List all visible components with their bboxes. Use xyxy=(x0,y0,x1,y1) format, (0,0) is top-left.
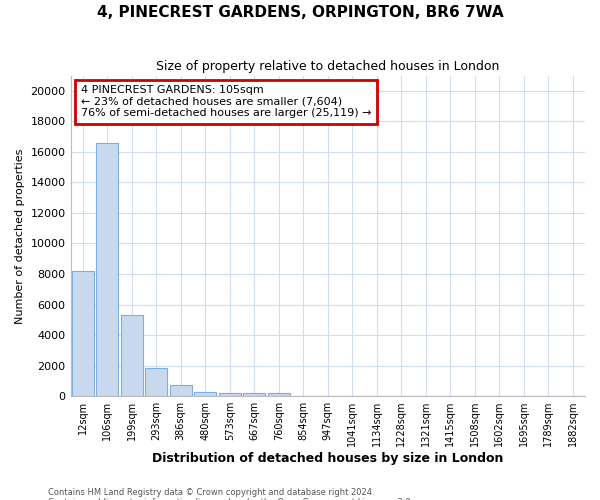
Bar xyxy=(96,142,118,396)
Bar xyxy=(268,393,290,396)
Bar xyxy=(194,392,217,396)
X-axis label: Distribution of detached houses by size in London: Distribution of detached houses by size … xyxy=(152,452,503,465)
Bar xyxy=(121,315,143,396)
Text: Contains HM Land Registry data © Crown copyright and database right 2024.: Contains HM Land Registry data © Crown c… xyxy=(48,488,374,497)
Bar xyxy=(170,384,192,396)
Y-axis label: Number of detached properties: Number of detached properties xyxy=(15,148,25,324)
Text: Contains public sector information licensed under the Open Government Licence v3: Contains public sector information licen… xyxy=(48,498,413,500)
Text: 4, PINECREST GARDENS, ORPINGTON, BR6 7WA: 4, PINECREST GARDENS, ORPINGTON, BR6 7WA xyxy=(97,5,503,20)
Bar xyxy=(72,271,94,396)
Text: 4 PINECREST GARDENS: 105sqm
← 23% of detached houses are smaller (7,604)
76% of : 4 PINECREST GARDENS: 105sqm ← 23% of det… xyxy=(81,85,371,118)
Bar xyxy=(145,368,167,396)
Bar xyxy=(219,393,241,396)
Title: Size of property relative to detached houses in London: Size of property relative to detached ho… xyxy=(156,60,499,73)
Bar xyxy=(243,393,265,396)
